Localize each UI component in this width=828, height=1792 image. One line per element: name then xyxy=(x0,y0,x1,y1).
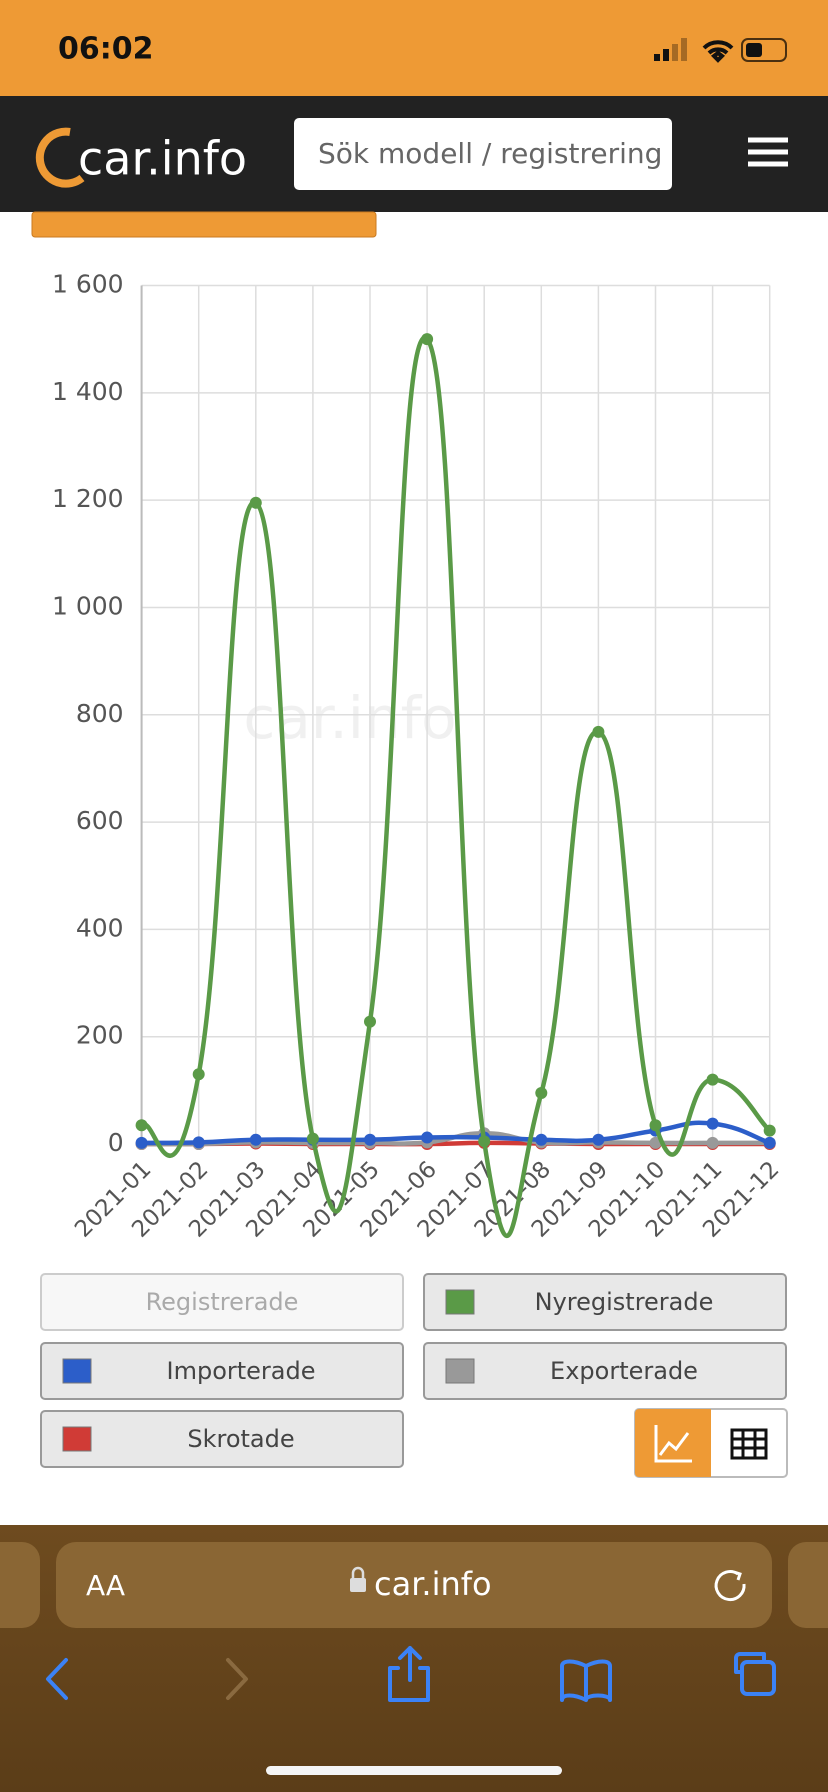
data-point xyxy=(135,1136,148,1149)
tabs-button[interactable] xyxy=(740,1660,776,1696)
legend-label: Nyregistrerade xyxy=(535,1288,714,1316)
y-tick-label: 0 xyxy=(108,1128,124,1157)
prev-tab[interactable] xyxy=(0,1542,40,1628)
data-point xyxy=(763,1124,776,1137)
legend-swatch xyxy=(62,1358,92,1384)
data-point xyxy=(535,1087,548,1100)
chart-icon xyxy=(654,1425,692,1463)
legend-item-disabled[interactable] xyxy=(40,1273,404,1331)
battery-level xyxy=(746,43,762,57)
y-tick-label: 1 000 xyxy=(52,591,124,620)
legend-item[interactable] xyxy=(423,1342,787,1400)
status-icons xyxy=(654,38,787,63)
series-line xyxy=(141,1120,771,1146)
data-point xyxy=(364,1015,376,1028)
chart-view-button[interactable] xyxy=(635,1409,711,1477)
data-point xyxy=(649,1119,662,1132)
y-tick-label: 200 xyxy=(76,1021,124,1050)
table-icon xyxy=(730,1428,768,1460)
search-placeholder: Sök modell / registrering xyxy=(318,137,662,170)
signal-bar xyxy=(663,49,669,61)
signal-bar xyxy=(654,54,660,61)
data-point xyxy=(535,1133,548,1146)
y-tick-label: 400 xyxy=(76,913,124,942)
url: car.info xyxy=(374,1565,492,1603)
home-indicator xyxy=(266,1766,562,1775)
share-button[interactable] xyxy=(388,1646,430,1702)
data-point xyxy=(192,1068,205,1081)
data-point xyxy=(706,1136,719,1149)
legend-label: Exporterade xyxy=(550,1357,698,1385)
legend-swatch xyxy=(445,1289,475,1315)
data-point xyxy=(421,333,434,346)
back-button[interactable] xyxy=(46,1658,68,1700)
view-toggle xyxy=(634,1408,788,1478)
table-view-button[interactable] xyxy=(730,1428,768,1460)
clock: 06:02 xyxy=(58,32,154,67)
data-point xyxy=(763,1136,776,1149)
table-icon-grid xyxy=(732,1430,766,1458)
data-point xyxy=(135,1119,148,1132)
legend-swatch xyxy=(445,1358,475,1384)
legend-item[interactable] xyxy=(40,1410,404,1468)
battery xyxy=(741,38,787,62)
data-point xyxy=(249,1133,262,1146)
wifi-icon xyxy=(702,40,734,63)
y-tick-label: 1 200 xyxy=(52,484,124,513)
lock-shackle xyxy=(351,1566,365,1578)
data-point xyxy=(706,1073,719,1086)
status-bar xyxy=(0,0,828,96)
forward-button[interactable] xyxy=(226,1658,248,1700)
compare-button[interactable] xyxy=(31,211,377,238)
data-point xyxy=(249,496,262,509)
data-point xyxy=(592,725,605,738)
legend-label: Importerade xyxy=(167,1357,316,1385)
tabs-button-back[interactable] xyxy=(734,1652,766,1674)
y-tick-label: 1 400 xyxy=(52,377,124,406)
data-point xyxy=(478,1135,491,1148)
signal-bar xyxy=(681,38,687,61)
signal-bar xyxy=(672,44,678,61)
y-tick-label: 800 xyxy=(76,699,124,728)
logo[interactable]: car.info xyxy=(78,132,247,186)
data-point xyxy=(364,1133,376,1146)
lock-icon xyxy=(350,1578,366,1592)
y-tick-label: 1 600 xyxy=(52,270,124,299)
menu-button[interactable] xyxy=(748,137,788,167)
data-point xyxy=(592,1133,605,1146)
text-size-button[interactable]: AA xyxy=(86,1569,125,1602)
search-box[interactable] xyxy=(294,118,672,190)
legend-item[interactable] xyxy=(40,1342,404,1400)
series-line xyxy=(140,335,772,1239)
legend-label: Registrerade xyxy=(146,1288,299,1316)
next-tab[interactable] xyxy=(788,1542,828,1628)
legend-item[interactable] xyxy=(423,1273,787,1331)
logo-mark xyxy=(35,127,85,188)
data-point xyxy=(706,1117,719,1130)
y-tick-label: 600 xyxy=(76,806,124,835)
watermark: car.info xyxy=(243,684,456,752)
legend-swatch xyxy=(62,1426,92,1452)
address-bar[interactable] xyxy=(56,1542,772,1628)
reload-button[interactable] xyxy=(714,1570,746,1602)
legend-label: Skrotade xyxy=(187,1425,294,1453)
data-point xyxy=(192,1136,205,1149)
data-point xyxy=(306,1132,319,1145)
bookmarks-button[interactable] xyxy=(560,1659,612,1702)
legend: Registrerade Nyregistrerade Importerade Exp… xyxy=(40,1273,787,1468)
data-point xyxy=(421,1131,434,1144)
